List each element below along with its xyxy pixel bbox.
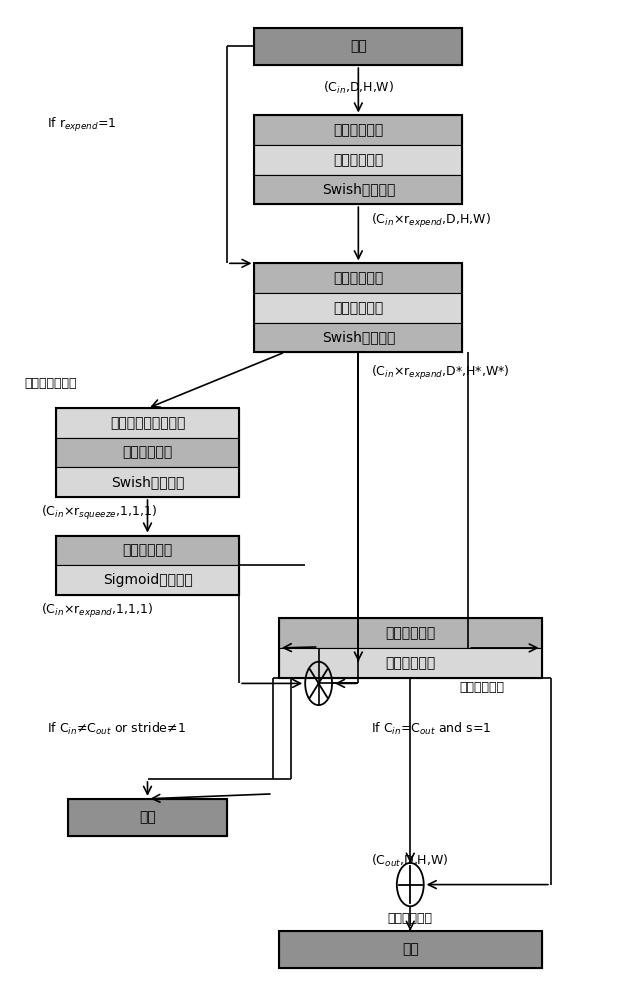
- Bar: [279, 931, 542, 968]
- Text: 批正则化操作: 批正则化操作: [333, 153, 384, 167]
- Text: 三维全局平均池化层: 三维全局平均池化层: [110, 416, 185, 430]
- Bar: [254, 322, 462, 352]
- Bar: [254, 293, 462, 323]
- Bar: [56, 565, 239, 595]
- Text: 紧缩与激励模块: 紧缩与激励模块: [24, 377, 76, 390]
- Bar: [254, 28, 462, 65]
- Bar: [279, 931, 542, 968]
- Text: 输出: 输出: [402, 943, 419, 957]
- Bar: [254, 263, 462, 352]
- Bar: [68, 799, 227, 836]
- Text: Swish激活函数: Swish激活函数: [322, 182, 395, 196]
- Text: 逐个通道加权: 逐个通道加权: [459, 681, 504, 694]
- Bar: [56, 536, 239, 595]
- Text: (C$_{in}$×r$_{expand}$,D*,H*,W*): (C$_{in}$×r$_{expand}$,D*,H*,W*): [371, 364, 509, 382]
- Text: 逐个元素相加: 逐个元素相加: [388, 912, 432, 925]
- Text: (C$_{in}$×r$_{expend}$,D,H,W): (C$_{in}$×r$_{expend}$,D,H,W): [371, 212, 491, 230]
- Text: (C$_{out}$,D,H,W): (C$_{out}$,D,H,W): [371, 853, 448, 869]
- Text: (C$_{in}$×r$_{expand}$,1,1,1): (C$_{in}$×r$_{expand}$,1,1,1): [41, 602, 153, 620]
- Bar: [56, 408, 239, 497]
- Text: 批正则化操作: 批正则化操作: [385, 656, 436, 670]
- Text: 批正则化操作: 批正则化操作: [333, 301, 384, 315]
- Bar: [254, 115, 462, 204]
- Bar: [279, 618, 542, 678]
- Text: (C$_{in}$×r$_{squeeze}$,1,1,1): (C$_{in}$×r$_{squeeze}$,1,1,1): [41, 504, 157, 522]
- Text: If r$_{expend}$=1: If r$_{expend}$=1: [47, 116, 116, 134]
- Text: 三维深度卷积: 三维深度卷积: [333, 271, 384, 285]
- Text: 三维逐点卷积: 三维逐点卷积: [385, 626, 436, 640]
- Bar: [279, 648, 542, 678]
- Text: 三维逐点卷积: 三维逐点卷积: [333, 123, 384, 137]
- Bar: [56, 408, 239, 438]
- Text: 三维逐点卷积: 三维逐点卷积: [122, 543, 172, 557]
- Bar: [254, 175, 462, 204]
- Text: 输出: 输出: [139, 811, 156, 825]
- Text: Sigmoid激活函数: Sigmoid激活函数: [102, 573, 192, 587]
- Bar: [254, 28, 462, 65]
- Bar: [56, 535, 239, 565]
- Text: If C$_{in}$≠C$_{out}$ or stride≠1: If C$_{in}$≠C$_{out}$ or stride≠1: [47, 721, 186, 737]
- Bar: [56, 467, 239, 497]
- Text: If C$_{in}$=C$_{out}$ and s=1: If C$_{in}$=C$_{out}$ and s=1: [371, 721, 491, 737]
- Bar: [254, 263, 462, 293]
- Bar: [254, 115, 462, 145]
- Bar: [56, 438, 239, 467]
- Bar: [68, 799, 227, 836]
- Text: Swish激活函数: Swish激活函数: [111, 475, 184, 489]
- Bar: [254, 145, 462, 175]
- Text: 三维逐点卷积: 三维逐点卷积: [122, 446, 172, 460]
- Text: (C$_{in}$,D,H,W): (C$_{in}$,D,H,W): [322, 80, 394, 96]
- Text: 输入: 输入: [350, 39, 367, 53]
- Text: Swish激活函数: Swish激活函数: [322, 330, 395, 344]
- Bar: [279, 618, 542, 648]
